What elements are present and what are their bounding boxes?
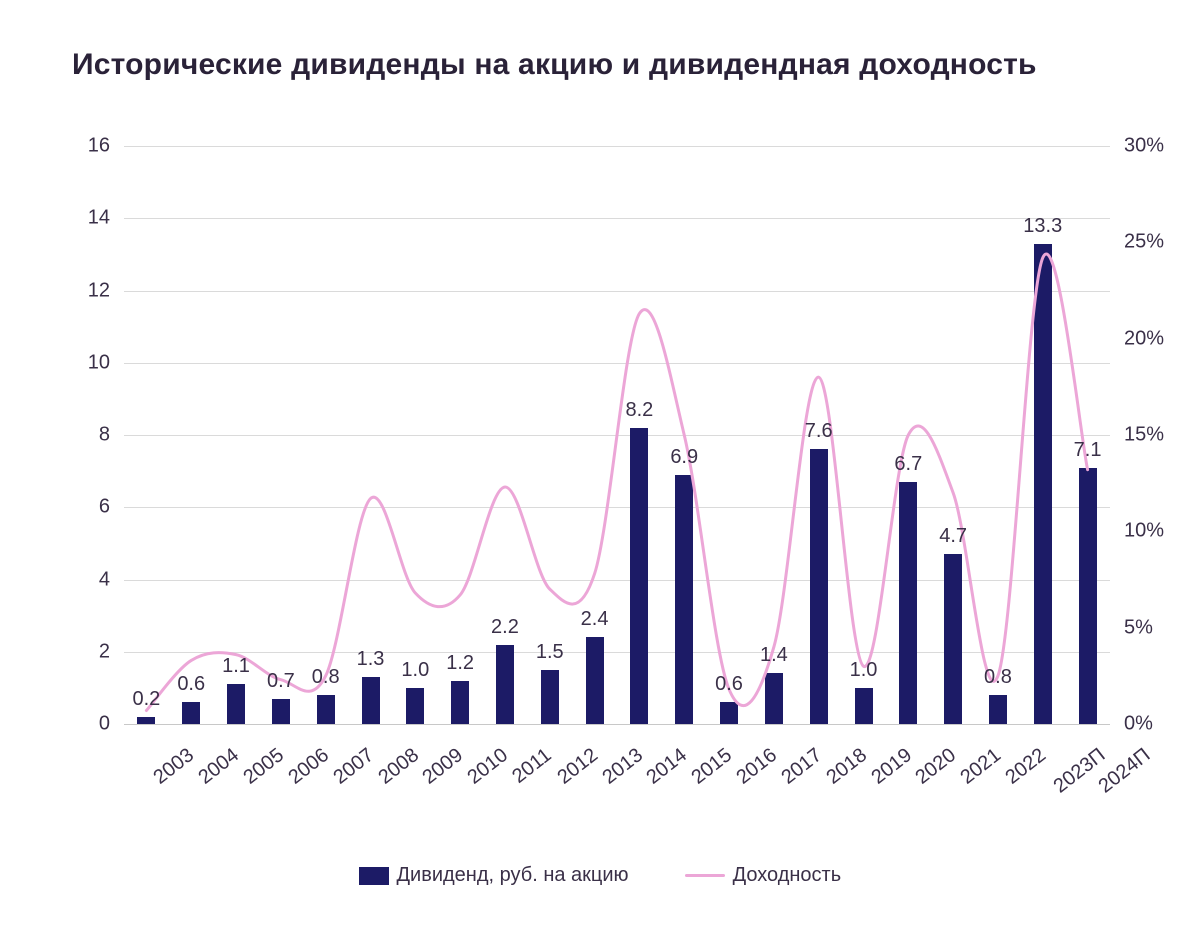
bar-value-label: 8.2 bbox=[626, 399, 654, 422]
bar-value-label: 1.1 bbox=[222, 655, 250, 678]
y-right-tick-label: 25% bbox=[1124, 231, 1164, 254]
bar-value-label: 1.2 bbox=[446, 652, 474, 675]
chart-container: Исторические дивиденды на акцию и дивиде… bbox=[0, 0, 1200, 928]
bar-value-label: 0.8 bbox=[984, 666, 1012, 689]
bar-value-label: 2.2 bbox=[491, 616, 519, 639]
bar-value-label: 6.9 bbox=[670, 446, 698, 469]
bar-value-label: 13.3 bbox=[1023, 215, 1062, 238]
y-left-tick-label: 12 bbox=[60, 279, 110, 302]
line-layer bbox=[0, 0, 1200, 928]
bar-value-label: 0.2 bbox=[133, 688, 161, 711]
y-right-tick-label: 20% bbox=[1124, 327, 1164, 350]
bar-value-label: 7.6 bbox=[805, 420, 833, 443]
y-left-tick-label: 4 bbox=[60, 568, 110, 591]
bar-value-label: 1.4 bbox=[760, 644, 788, 667]
x-axis-line bbox=[124, 724, 1110, 725]
y-right-tick-label: 30% bbox=[1124, 135, 1164, 158]
y-left-tick-label: 10 bbox=[60, 351, 110, 374]
y-left-tick-label: 6 bbox=[60, 496, 110, 519]
legend-item: Дивиденд, руб. на акцию bbox=[359, 864, 629, 887]
bar-value-label: 0.6 bbox=[715, 673, 743, 696]
y-right-tick-label: 10% bbox=[1124, 520, 1164, 543]
legend-item: Доходность bbox=[685, 864, 842, 887]
y-left-tick-label: 8 bbox=[60, 424, 110, 447]
y-left-tick-label: 16 bbox=[60, 135, 110, 158]
legend-swatch-line bbox=[685, 874, 725, 877]
bar-value-label: 0.8 bbox=[312, 666, 340, 689]
bar-value-label: 1.0 bbox=[401, 659, 429, 682]
legend-label: Дивиденд, руб. на акцию bbox=[397, 864, 629, 887]
bar-value-label: 0.7 bbox=[267, 670, 295, 693]
bar-value-label: 1.0 bbox=[850, 659, 878, 682]
y-right-tick-label: 5% bbox=[1124, 616, 1153, 639]
legend-label: Доходность bbox=[733, 864, 842, 887]
bar-value-label: 0.6 bbox=[177, 673, 205, 696]
bar-value-label: 6.7 bbox=[894, 453, 922, 476]
y-right-tick-label: 15% bbox=[1124, 424, 1164, 447]
yield-line bbox=[146, 254, 1087, 711]
y-left-tick-label: 2 bbox=[60, 640, 110, 663]
legend-swatch-bar bbox=[359, 867, 389, 885]
y-left-tick-label: 14 bbox=[60, 207, 110, 230]
bar-value-label: 2.4 bbox=[581, 608, 609, 631]
y-left-tick-label: 0 bbox=[60, 713, 110, 736]
y-right-tick-label: 0% bbox=[1124, 713, 1153, 736]
bar-value-label: 1.5 bbox=[536, 641, 564, 664]
bar-value-label: 1.3 bbox=[357, 648, 385, 671]
legend: Дивиденд, руб. на акцию Доходность bbox=[359, 864, 842, 887]
bar-value-label: 4.7 bbox=[939, 525, 967, 548]
bar-value-label: 7.1 bbox=[1074, 439, 1102, 462]
